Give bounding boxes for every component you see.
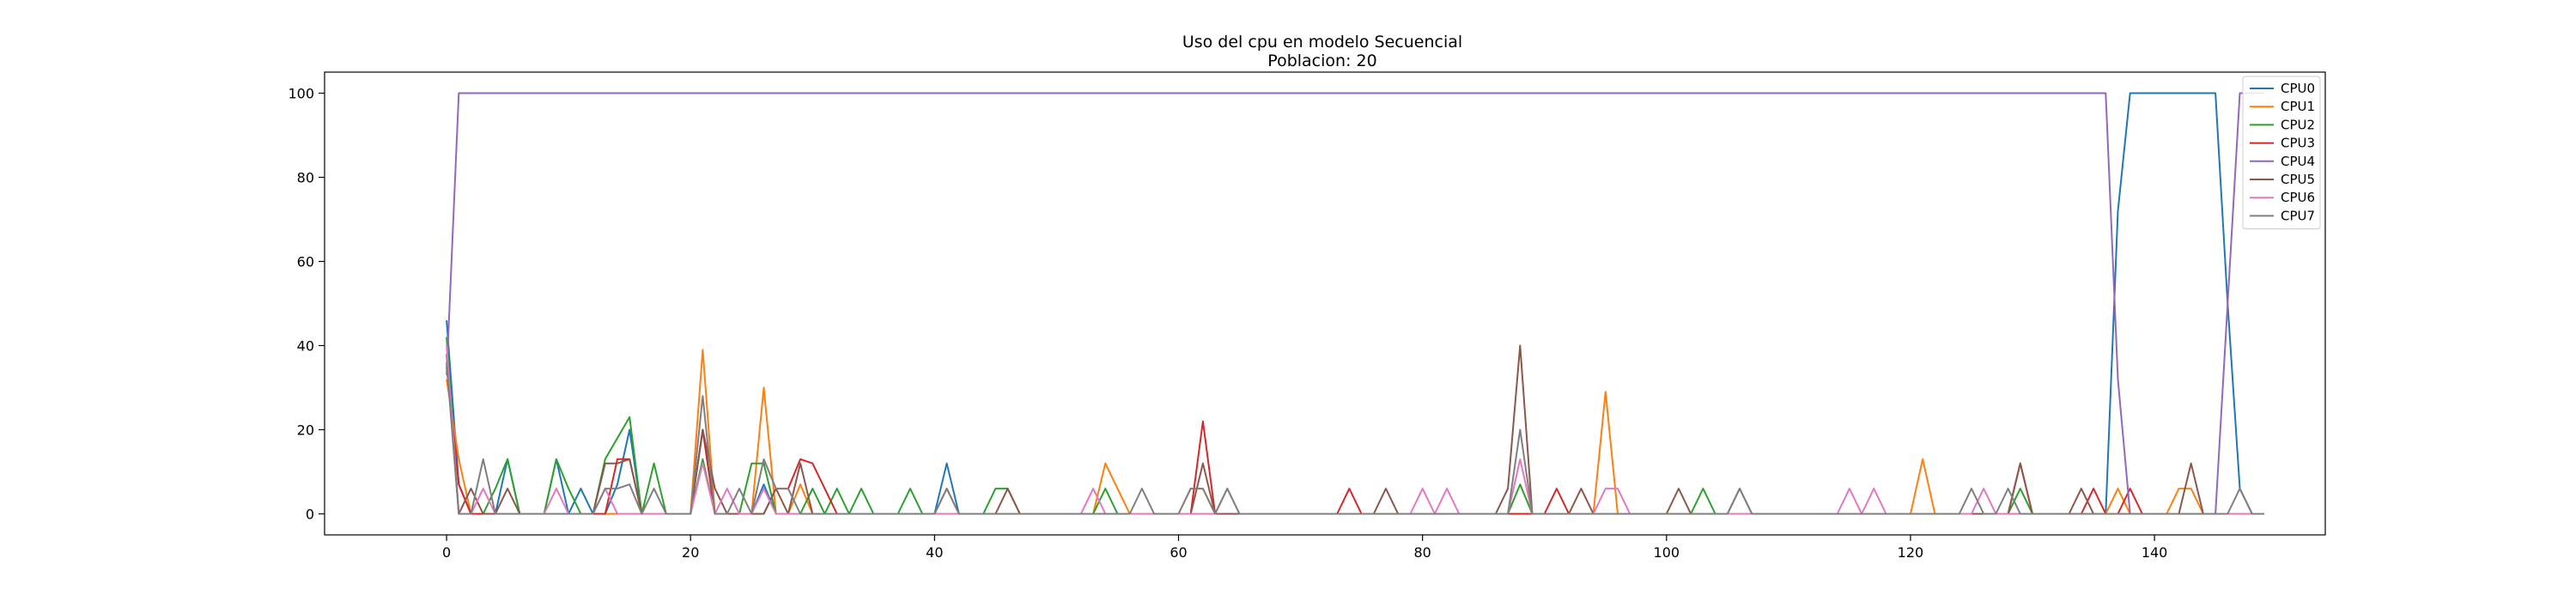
legend-label-cpu1: CPU1 (2281, 99, 2315, 114)
x-tick-label: 60 (1170, 544, 1187, 561)
x-axis: 0 20 40 60 80 100 120 140 (442, 535, 2167, 561)
plot-frame (324, 71, 2326, 536)
x-tick-label: 40 (926, 544, 943, 561)
y-axis: 0 20 40 60 80 100 (288, 86, 325, 523)
legend: CPU0 CPU1 CPU2 CPU3 CPU4 CPU5 CPU6 CPU7 (2242, 76, 2321, 230)
y-tick-label: 100 (288, 86, 314, 102)
series-line-cpu7 (446, 362, 2264, 515)
series-line-cpu0 (446, 92, 2264, 515)
legend-label-cpu3: CPU3 (2281, 136, 2315, 151)
chart-title: Uso del cpu en modelo Secuencial (1182, 33, 1462, 52)
legend-label-cpu4: CPU4 (2281, 154, 2315, 169)
y-tick-label: 0 (306, 507, 314, 523)
y-tick-label: 40 (297, 338, 314, 355)
y-tick-label: 60 (297, 254, 314, 270)
series-line-cpu6 (446, 345, 2264, 515)
legend-label-cpu5: CPU5 (2281, 172, 2315, 187)
series-line-cpu3 (446, 366, 2264, 515)
y-tick-label: 80 (297, 170, 314, 186)
series-line-cpu4 (446, 92, 2264, 515)
x-tick-label: 100 (1654, 544, 1680, 561)
y-tick-label: 20 (297, 422, 314, 439)
legend-label-cpu7: CPU7 (2281, 208, 2315, 223)
legend-label-cpu0: CPU0 (2281, 81, 2315, 96)
series-line-cpu2 (446, 337, 2264, 515)
x-tick-label: 140 (2142, 544, 2168, 561)
legend-label-cpu2: CPU2 (2281, 117, 2315, 132)
series-line-cpu5 (446, 344, 2264, 515)
legend-label-cpu6: CPU6 (2281, 190, 2315, 205)
x-tick-label: 80 (1413, 544, 1431, 561)
legend-box (2242, 76, 2321, 230)
plot-lines (446, 92, 2264, 515)
x-tick-label: 0 (442, 544, 451, 561)
x-tick-label: 20 (682, 544, 699, 561)
series-line-cpu1 (446, 349, 2264, 515)
chart-subtitle: Poblacion: 20 (1267, 52, 1376, 70)
x-tick-label: 120 (1898, 544, 1924, 561)
